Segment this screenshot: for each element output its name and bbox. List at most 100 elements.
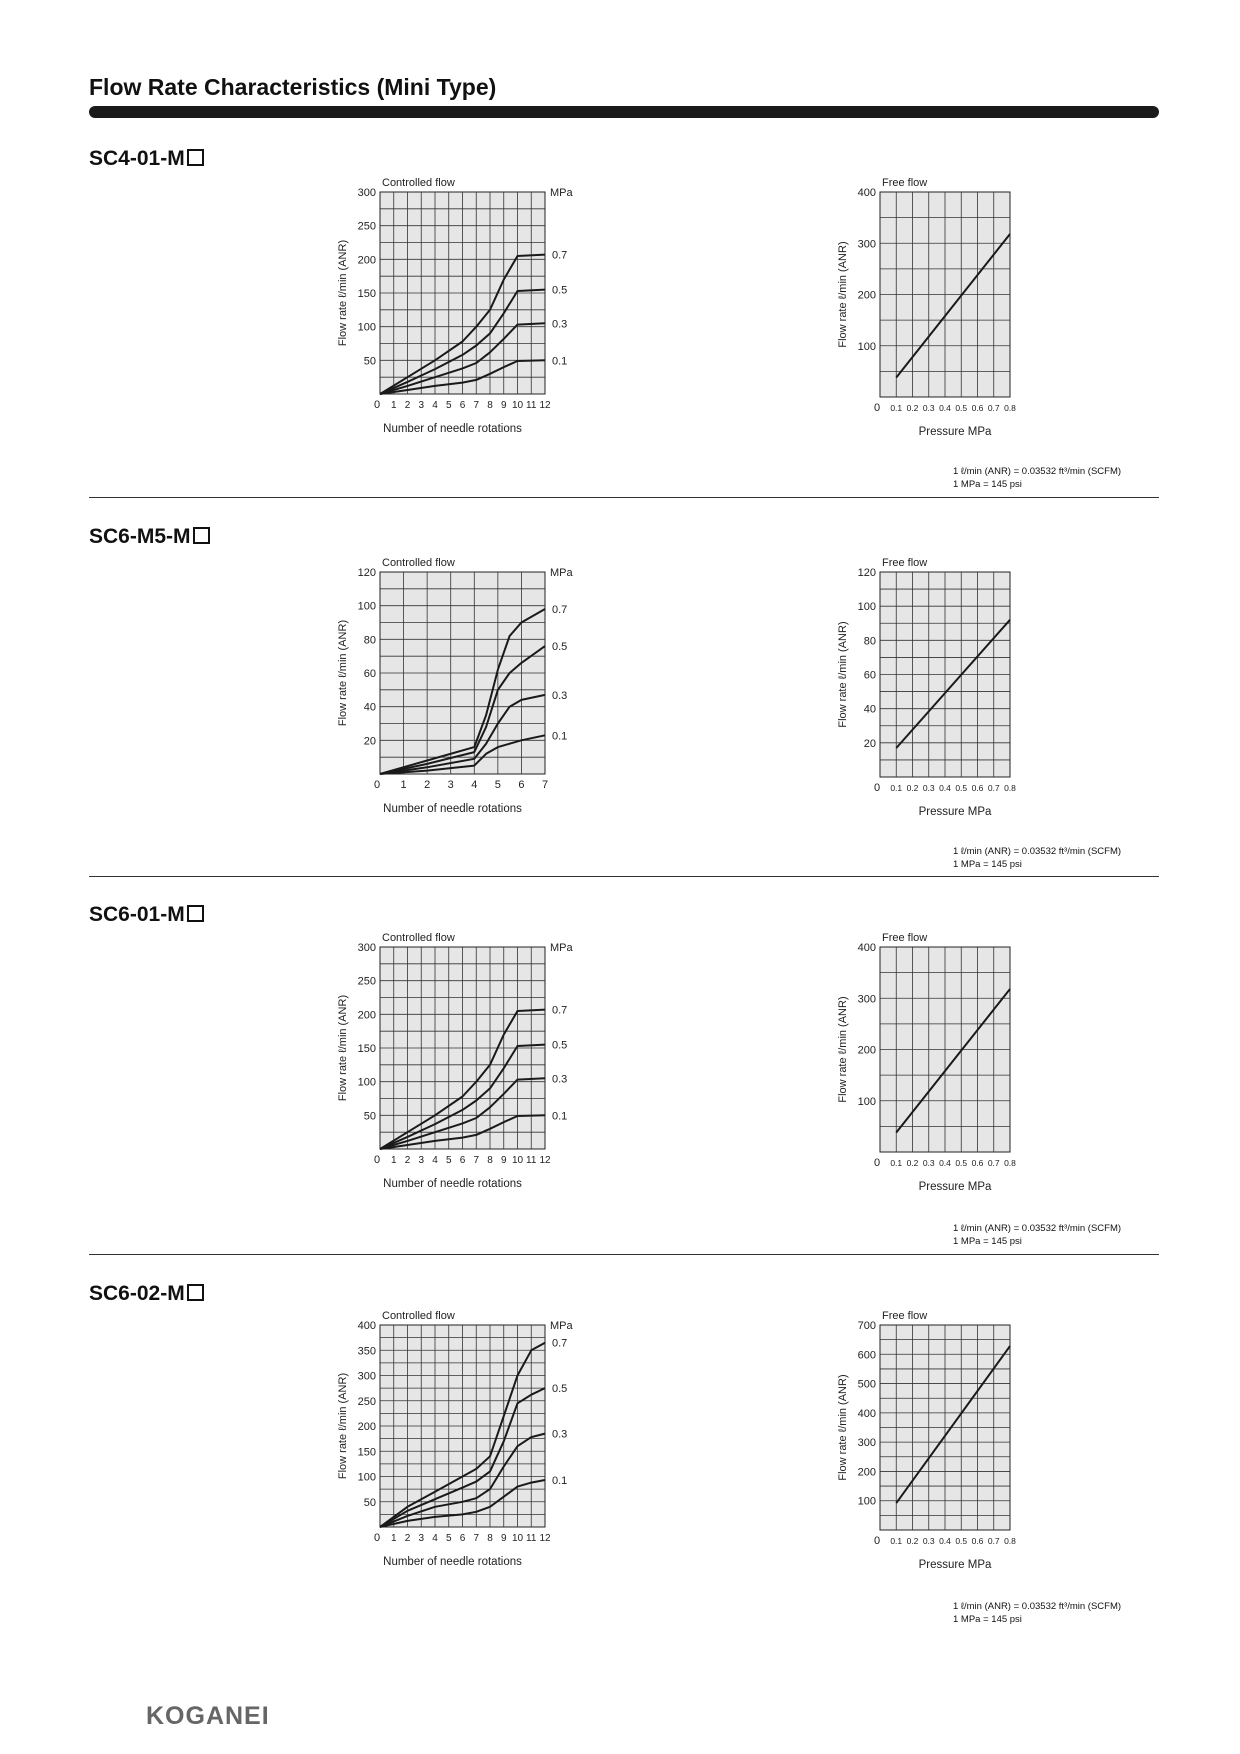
x-tick-label: 0.4 [939,403,951,413]
x-tick-label: 2 [405,400,411,411]
x-tick-label: 11 [526,1155,537,1166]
x-tick-label: 0 [874,782,880,794]
unit-note-line: 1 MPa = 145 psi [953,1236,1022,1247]
series-label: 0.3 [552,1073,567,1085]
y-tick-label: 100 [858,1096,876,1108]
x-tick-label: 1 [391,400,397,411]
x-tick-label: 6 [518,779,524,791]
x-tick-label: 8 [487,400,493,411]
x-tick-label: 4 [432,1155,438,1166]
free-flow-chart-2: 20 40 60 80 100 120 0 0.1 0.2 0.3 0.4 0.5 0.6 0.7 0.8 F… [837,557,1016,818]
x-axis-label: Number of needle rotations [383,803,522,815]
y-tick-label: 400 [858,187,876,199]
series-line [379,322,546,395]
series-line [895,1345,1011,1504]
series-label: 0.5 [552,641,567,653]
x-tick-label: 7 [473,400,479,411]
x-tick-label: 3 [448,779,454,791]
y-tick-label: 100 [858,601,876,613]
x-tick-label: 0.5 [955,403,967,413]
y-tick-label: 200 [358,1009,376,1021]
x-tick-label: 1 [391,1155,397,1166]
x-tick-label: 0.8 [1004,783,1016,793]
y-tick-label: 400 [858,942,876,954]
series-line [379,1114,546,1150]
x-tick-label: 0.1 [890,783,902,793]
y-tick-label: 350 [358,1345,376,1357]
x-tick-label: 0.3 [923,1536,935,1546]
series-label: 0.7 [552,604,567,616]
x-tick-label: 0.2 [907,1158,919,1168]
series-unit-label: MPa [550,942,574,954]
x-tick-label: 0.4 [939,1158,951,1168]
y-tick-label: 100 [358,601,376,613]
x-tick-label: 4 [471,779,477,791]
y-tick-label: 700 [858,1320,876,1332]
x-axis-label: Number of needle rotations [383,1556,522,1568]
x-tick-label: 0.4 [939,783,951,793]
y-tick-label: 300 [858,993,876,1005]
chart-title: Controlled flow [382,557,455,569]
section-title-text: SC6-02-M [89,1282,185,1305]
series-line [379,1432,546,1528]
x-tick-label: 5 [446,1533,452,1544]
suffix-box-icon [192,527,210,544]
y-tick-label: 100 [358,1077,376,1089]
unit-note: 1 ℓ/min (ANR) = 0.03532 ft³/min (SCFM) 1… [953,465,1121,491]
x-tick-label: 5 [446,400,452,411]
y-axis-label: Flow rate ℓ/min (ANR) [337,995,349,1101]
y-tick-label: 80 [364,634,376,646]
section-title: SC6-01-M [89,903,204,927]
series-line [379,288,546,395]
series-unit-label: MPa [550,567,574,579]
x-tick-label: 0.6 [972,1536,984,1546]
x-tick-label: 0.3 [923,1158,935,1168]
series-label: 0.3 [552,318,567,330]
x-tick-label: 7 [473,1533,479,1544]
x-tick-label: 0.5 [955,783,967,793]
chart-title: Free flow [882,1310,927,1322]
series-line [379,608,546,775]
x-tick-label: 0 [374,1154,380,1166]
y-tick-label: 50 [364,1110,376,1122]
koganei-logo: KOGANEI [146,1702,270,1730]
series-line [379,734,546,775]
x-tick-label: 12 [539,1155,551,1166]
y-tick-label: 200 [858,290,876,302]
y-tick-label: 100 [358,1472,376,1484]
x-tick-label: 0.2 [907,403,919,413]
y-tick-label: 50 [364,355,376,367]
x-tick-label: 0.8 [1004,403,1016,413]
section-divider [89,876,1159,877]
y-tick-label: 200 [358,1421,376,1433]
series-line [379,1043,546,1150]
y-tick-label: 500 [858,1379,876,1391]
x-tick-label: 3 [418,400,424,411]
x-tick-label: 2 [405,1155,411,1166]
x-tick-label: 0.1 [890,1158,902,1168]
y-tick-label: 250 [358,976,376,988]
series-line [379,253,546,395]
free-flow-chart-1: 100 200 300 400 0 0.1 0.2 0.3 0.4 0.5 0.6 0.7 0.8 Fre… [837,177,1016,438]
y-tick-label: 300 [858,238,876,250]
y-tick-label: 150 [358,1043,376,1055]
y-axis-label: Flow rate ℓ/min (ANR) [837,621,849,727]
x-tick-label: 0 [374,1532,380,1544]
y-tick-label: 300 [358,1371,376,1383]
y-tick-label: 100 [858,341,876,353]
unit-note-line: 1 MPa = 145 psi [953,1614,1022,1625]
series-line [379,1008,546,1150]
series-label: 0.1 [552,355,567,367]
y-tick-label: 150 [358,288,376,300]
section-divider [89,497,1159,498]
section-title-text: SC4-01-M [89,147,185,170]
x-axis-label: Pressure MPa [919,1559,992,1571]
unit-note-line: 1 ℓ/min (ANR) = 0.03532 ft³/min (SCFM) [953,1223,1122,1234]
suffix-box-icon [186,149,204,166]
series-line [895,619,1011,749]
x-tick-label: 0.2 [907,783,919,793]
x-tick-label: 0 [874,1535,880,1547]
series-line [379,359,546,395]
